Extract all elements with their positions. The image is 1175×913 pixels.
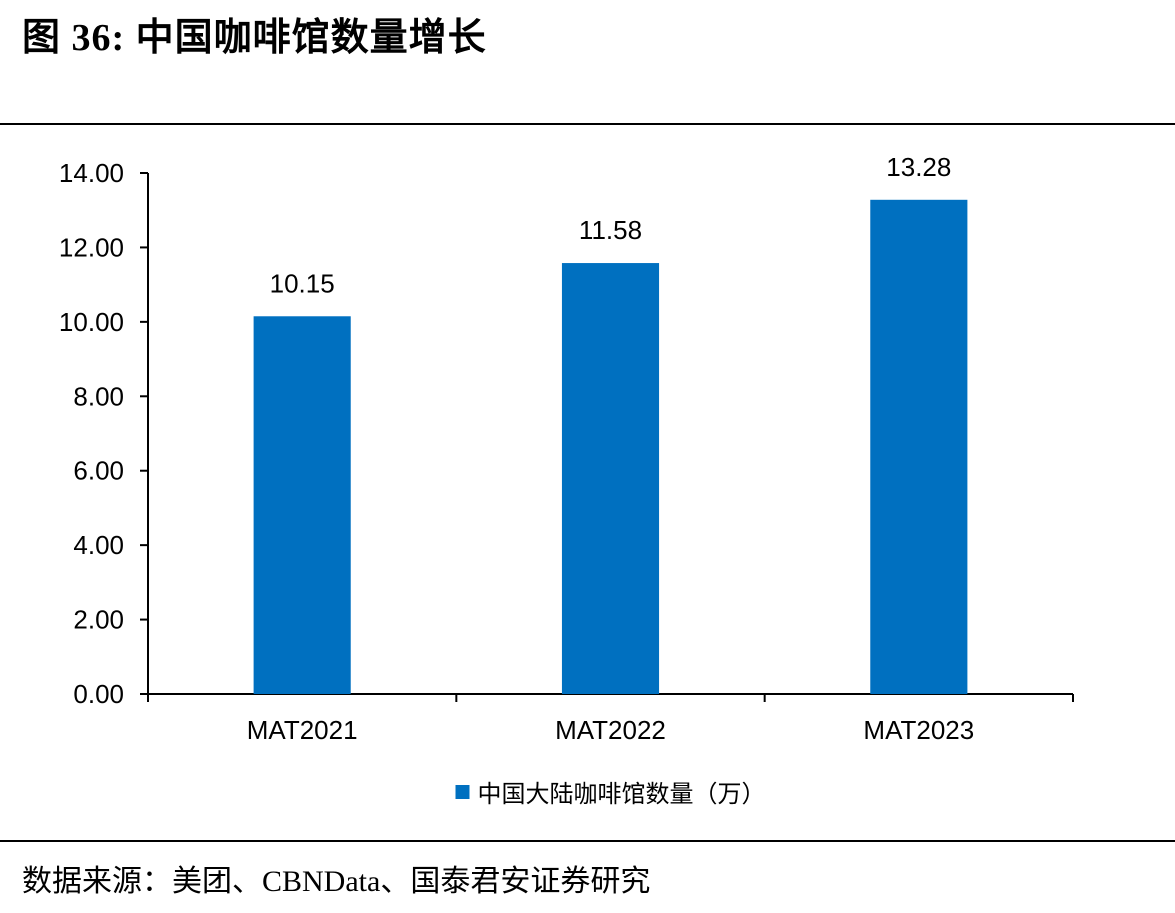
x-tick-label: MAT2021 — [247, 715, 358, 745]
data-labels: 10.15 11.58 13.28 — [270, 152, 952, 298]
y-tick-label: 4.00 — [73, 530, 124, 560]
bar-chart: 0.00 2.00 4.00 6.00 8.00 10.00 12.00 14.00 MAT2… — [59, 152, 1074, 808]
source-note: 数据来源：美团、CBNData、国泰君安证券研究 — [22, 865, 651, 898]
legend-swatch — [455, 785, 470, 799]
data-label: 13.28 — [886, 152, 951, 182]
y-tick-label: 12.00 — [59, 232, 124, 262]
bar-mat2023 — [870, 199, 968, 694]
x-tick-label: MAT2023 — [863, 715, 974, 745]
data-label: 11.58 — [579, 215, 642, 245]
bar-mat2022 — [561, 263, 660, 694]
x-axis: MAT2021 MAT2022 MAT2023 — [147, 693, 1074, 745]
legend-label: 中国大陆咖啡馆数量（万） — [478, 780, 766, 808]
y-tick-label: 2.00 — [73, 605, 124, 635]
y-tick-label: 0.00 — [73, 679, 124, 709]
y-axis: 0.00 2.00 4.00 6.00 8.00 10.00 12.00 14.00 — [59, 158, 149, 709]
bar-mat2021 — [253, 316, 351, 694]
y-tick-label: 8.00 — [73, 381, 124, 411]
bottom-rule — [0, 840, 1175, 842]
x-tick-label: MAT2022 — [555, 715, 666, 745]
top-rule — [0, 123, 1175, 125]
y-tick-label: 10.00 — [59, 307, 124, 337]
legend: 中国大陆咖啡馆数量（万） — [455, 780, 766, 808]
figure-title: 图 36: 中国咖啡馆数量增长 — [22, 17, 487, 59]
bars — [253, 199, 968, 694]
y-tick-label: 14.00 — [59, 158, 124, 188]
data-label: 10.15 — [270, 268, 335, 298]
y-tick-label: 6.00 — [73, 456, 124, 486]
